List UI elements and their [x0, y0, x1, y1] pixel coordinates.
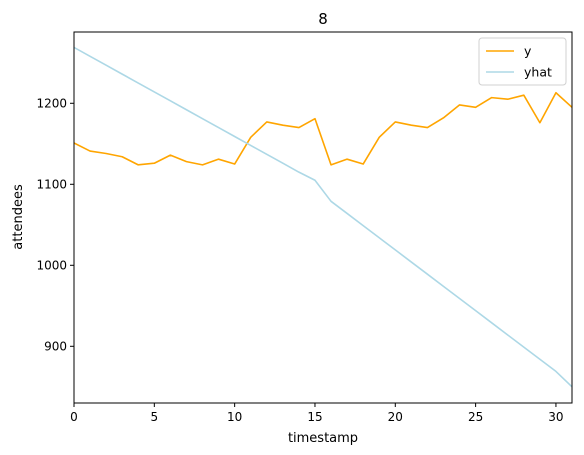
x-tick-label: 20 [388, 410, 403, 424]
y-tick-label: 900 [44, 339, 67, 353]
x-tick-label: 30 [548, 410, 563, 424]
legend-label-yhat: yhat [524, 65, 552, 80]
y-axis: 900 1000 1100 1200 [36, 96, 74, 353]
y-axis-label: attendees [11, 184, 26, 250]
legend-box [478, 37, 567, 86]
y-tick-label: 1000 [36, 258, 67, 272]
series-line-yhat [74, 46, 572, 388]
x-axis: 0 5 10 15 20 25 30 [70, 403, 564, 424]
legend: y yhat [478, 37, 567, 86]
x-axis-label: timestamp [288, 431, 358, 446]
x-tick-label: 25 [468, 410, 483, 424]
legend-label-y: y [524, 44, 532, 59]
x-tick-label: 5 [151, 410, 159, 424]
y-tick-label: 1200 [36, 96, 67, 110]
chart-title: 8 [318, 10, 328, 28]
x-tick-label: 10 [227, 410, 242, 424]
series-layer [74, 46, 572, 388]
x-tick-label: 15 [307, 410, 322, 424]
plot-frame [73, 31, 573, 404]
series-line-y [74, 91, 572, 166]
x-tick-label: 0 [70, 410, 78, 424]
y-tick-label: 1100 [36, 177, 67, 191]
